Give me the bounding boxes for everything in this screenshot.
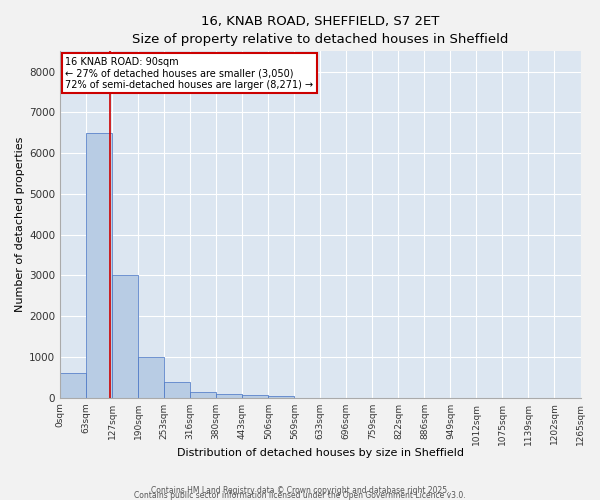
Text: 16 KNAB ROAD: 90sqm
← 27% of detached houses are smaller (3,050)
72% of semi-det: 16 KNAB ROAD: 90sqm ← 27% of detached ho… [65,56,313,90]
Text: Contains public sector information licensed under the Open Government Licence v3: Contains public sector information licen… [134,491,466,500]
Bar [86,133,112,398]
Bar [216,394,242,398]
Bar [112,276,138,398]
Y-axis label: Number of detached properties: Number of detached properties [15,137,25,312]
Bar [164,382,190,398]
Title: 16, KNAB ROAD, SHEFFIELD, S7 2ET
Size of property relative to detached houses in: 16, KNAB ROAD, SHEFFIELD, S7 2ET Size of… [132,15,509,46]
Bar [190,392,216,398]
Text: Contains HM Land Registry data © Crown copyright and database right 2025.: Contains HM Land Registry data © Crown c… [151,486,449,495]
Bar [138,357,164,398]
Bar [60,374,86,398]
Bar [242,394,268,398]
X-axis label: Distribution of detached houses by size in Sheffield: Distribution of detached houses by size … [177,448,464,458]
Bar [268,396,295,398]
